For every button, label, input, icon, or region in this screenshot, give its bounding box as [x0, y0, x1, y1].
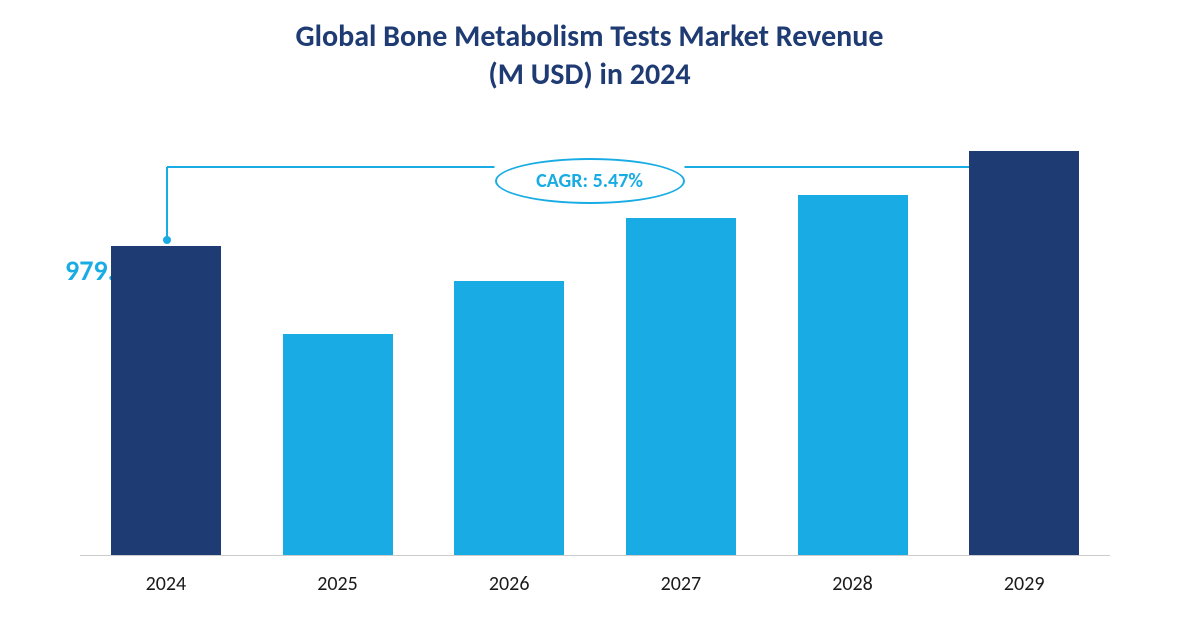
bar-2026 — [454, 281, 564, 555]
x-label: 2026 — [423, 572, 595, 596]
bar-slot — [80, 145, 252, 555]
bar-2027 — [626, 218, 736, 555]
chart-title-line1: Global Bone Metabolism Tests Market Reve… — [296, 18, 884, 55]
chart-title: Global Bone Metabolism Tests Market Reve… — [0, 18, 1179, 93]
chart-container: Global Bone Metabolism Tests Market Reve… — [0, 0, 1179, 626]
x-label: 2027 — [595, 572, 767, 596]
x-label: 2024 — [80, 572, 252, 596]
bar-2025 — [283, 334, 393, 555]
bar-slot — [767, 145, 939, 555]
x-axis-line — [80, 555, 1110, 556]
x-label: 2025 — [252, 572, 424, 596]
bar-2028 — [798, 195, 908, 555]
x-axis-labels: 202420252026202720282029 — [80, 572, 1110, 596]
x-label: 2028 — [767, 572, 939, 596]
bars-group — [80, 145, 1110, 555]
bar-slot — [423, 145, 595, 555]
x-label: 2029 — [938, 572, 1110, 596]
bar-slot — [938, 145, 1110, 555]
bar-slot — [252, 145, 424, 555]
chart-area — [80, 146, 1110, 556]
bar-slot — [595, 145, 767, 555]
bar-2029 — [969, 151, 1079, 555]
chart-title-line2: (M USD) in 2024 — [488, 56, 690, 93]
bar-2024 — [111, 246, 221, 555]
